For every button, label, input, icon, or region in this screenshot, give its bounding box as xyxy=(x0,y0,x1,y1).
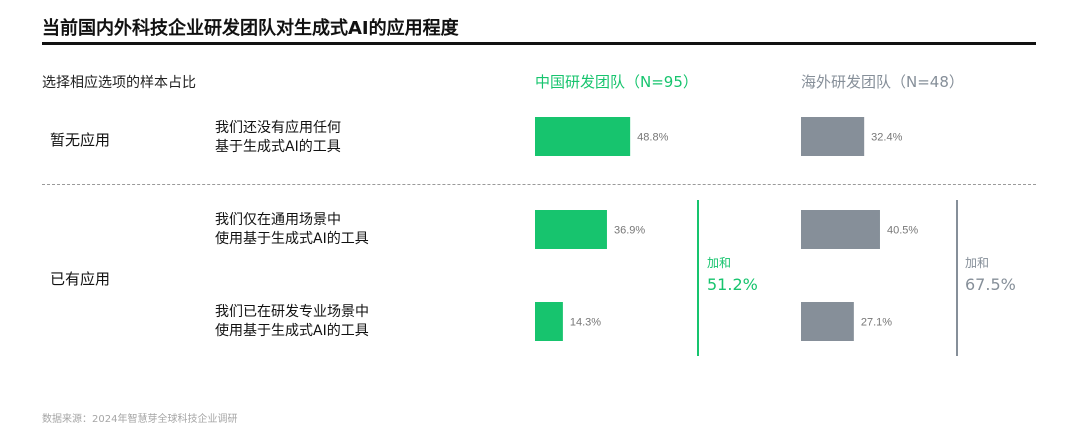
row-label-2: 我们仅在通用场景中 使用基于生成式AI的工具 xyxy=(215,211,445,249)
bar-label-overseas-3: 27.1% xyxy=(861,317,892,329)
row-label-2-line1: 我们仅在通用场景中 xyxy=(215,212,341,228)
row-label-2-line2: 使用基于生成式AI的工具 xyxy=(215,231,369,247)
subheading: 选择相应选项的样本占比 xyxy=(42,75,196,91)
group-label-none: 暂无应用 xyxy=(50,131,111,149)
bar-china-3 xyxy=(535,302,563,341)
sum-china-value: 51.2% xyxy=(707,275,758,294)
bar-china-2 xyxy=(535,210,607,249)
bar-overseas-1 xyxy=(801,117,865,156)
row-label-1-line2: 基于生成式AI的工具 xyxy=(215,139,341,155)
sum-overseas: 加和 67.5% xyxy=(965,254,1016,294)
bar-label-china-3: 14.3% xyxy=(570,317,601,329)
sum-china: 加和 51.2% xyxy=(707,254,758,294)
column-header-china: 中国研发团队（N=95） xyxy=(535,73,698,91)
sum-overseas-label: 加和 xyxy=(965,256,990,270)
column-header-overseas: 海外研发团队（N=48） xyxy=(801,73,964,91)
bar-overseas-2 xyxy=(801,210,880,249)
chart-title: 当前国内外科技企业研发团队对生成式AI的应用程度 xyxy=(42,18,459,39)
bar-label-china-1: 48.8% xyxy=(637,132,668,144)
group-label-applied: 已有应用 xyxy=(50,270,111,288)
row-label-3-line2: 使用基于生成式AI的工具 xyxy=(215,323,369,339)
bar-label-china-2: 36.9% xyxy=(614,225,645,237)
row-label-3-line1: 我们已在研发专业场景中 xyxy=(215,304,369,320)
bar-label-overseas-1: 32.4% xyxy=(871,132,902,144)
group-divider xyxy=(42,184,1036,185)
sum-overseas-value: 67.5% xyxy=(965,275,1016,294)
row-label-3: 我们已在研发专业场景中 使用基于生成式AI的工具 xyxy=(215,303,445,341)
row-label-1-line1: 我们还没有应用任何 xyxy=(215,120,341,136)
bar-label-overseas-2: 40.5% xyxy=(887,225,918,237)
bar-overseas-3 xyxy=(801,302,854,341)
title-rule xyxy=(42,42,1036,45)
source-note: 数据来源：2024年智慧芽全球科技企业调研 xyxy=(42,414,238,425)
row-label-1: 我们还没有应用任何 基于生成式AI的工具 xyxy=(215,119,445,157)
bar-china-1 xyxy=(535,117,631,156)
sum-china-label: 加和 xyxy=(707,256,732,270)
